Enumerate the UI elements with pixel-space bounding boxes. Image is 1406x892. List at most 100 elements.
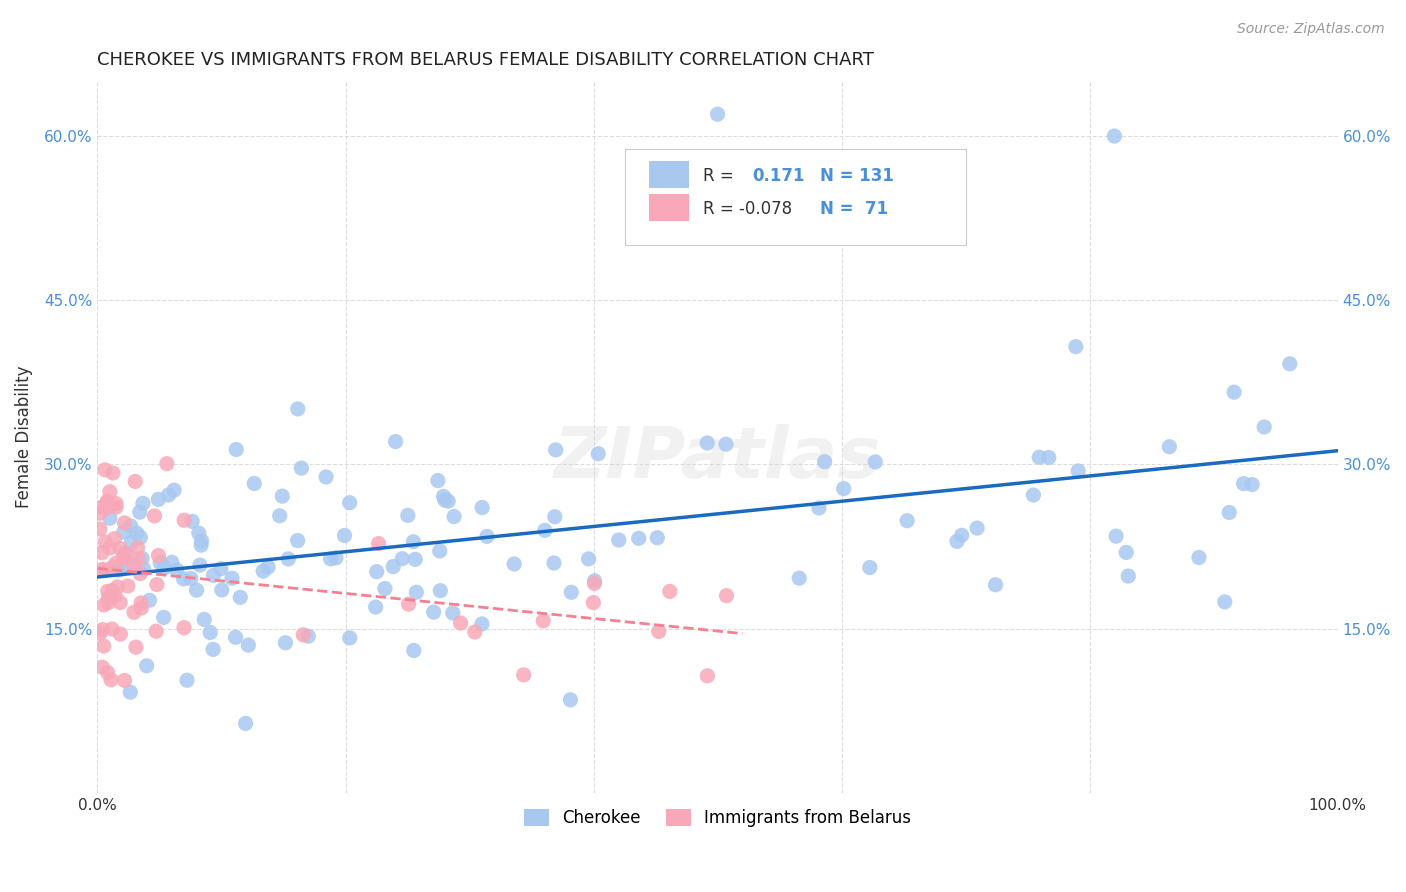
Point bbox=[429, 583, 451, 598]
Point bbox=[132, 562, 155, 576]
Point bbox=[127, 541, 149, 555]
Text: R =: R = bbox=[703, 167, 734, 185]
Point bbox=[200, 625, 222, 640]
Point bbox=[173, 513, 195, 527]
Point bbox=[229, 591, 252, 605]
Point bbox=[443, 509, 465, 524]
Point bbox=[287, 401, 309, 416]
Point bbox=[1115, 545, 1137, 559]
Point bbox=[202, 642, 225, 657]
Point bbox=[384, 434, 406, 449]
Point bbox=[1223, 385, 1246, 400]
Point bbox=[193, 612, 215, 626]
Point bbox=[865, 455, 887, 469]
Point bbox=[190, 533, 212, 548]
Point bbox=[173, 621, 195, 635]
Point bbox=[93, 598, 115, 612]
Point bbox=[100, 673, 122, 687]
Point bbox=[716, 589, 738, 603]
Point bbox=[1116, 569, 1139, 583]
Point bbox=[148, 492, 170, 507]
Point bbox=[107, 563, 129, 577]
Point bbox=[176, 673, 198, 688]
Point bbox=[115, 546, 138, 560]
Point bbox=[97, 584, 120, 599]
Point bbox=[859, 560, 882, 574]
Point bbox=[1241, 477, 1264, 491]
Point bbox=[90, 546, 112, 560]
Point bbox=[544, 509, 567, 524]
Point bbox=[422, 605, 444, 619]
Point bbox=[100, 590, 122, 604]
Point bbox=[221, 571, 243, 585]
Point bbox=[97, 665, 120, 680]
Point bbox=[578, 552, 600, 566]
Point bbox=[129, 531, 152, 545]
Point bbox=[243, 476, 266, 491]
Point bbox=[426, 474, 449, 488]
Point bbox=[648, 624, 671, 639]
Point bbox=[107, 580, 129, 594]
Point bbox=[512, 668, 534, 682]
Point bbox=[120, 685, 142, 699]
Point bbox=[471, 500, 494, 515]
Point bbox=[225, 630, 247, 644]
Point bbox=[364, 600, 387, 615]
Point bbox=[471, 616, 494, 631]
Point bbox=[1104, 129, 1126, 144]
Point bbox=[339, 631, 361, 645]
Point bbox=[1232, 476, 1254, 491]
Point bbox=[98, 591, 121, 605]
Point bbox=[105, 500, 128, 515]
Point bbox=[432, 489, 454, 503]
FancyBboxPatch shape bbox=[650, 161, 689, 188]
Point bbox=[145, 624, 167, 639]
Point bbox=[122, 606, 145, 620]
Point bbox=[96, 496, 118, 510]
Point bbox=[583, 576, 606, 591]
Point bbox=[1038, 450, 1060, 465]
Point bbox=[277, 552, 299, 566]
Point bbox=[209, 562, 232, 576]
Point bbox=[125, 526, 148, 541]
Point bbox=[152, 610, 174, 624]
Point bbox=[131, 551, 153, 566]
Point bbox=[156, 457, 179, 471]
Point bbox=[1213, 595, 1236, 609]
Point bbox=[402, 534, 425, 549]
Point bbox=[120, 519, 142, 533]
Point bbox=[437, 494, 460, 508]
Point bbox=[93, 639, 115, 653]
Point bbox=[274, 636, 297, 650]
Point bbox=[108, 595, 131, 609]
Point bbox=[367, 536, 389, 550]
FancyBboxPatch shape bbox=[624, 149, 966, 245]
Point bbox=[135, 658, 157, 673]
Point bbox=[1159, 440, 1181, 454]
Point bbox=[658, 584, 681, 599]
Point bbox=[157, 488, 180, 502]
Point bbox=[105, 497, 128, 511]
Point bbox=[503, 557, 526, 571]
Text: 0.171: 0.171 bbox=[752, 167, 804, 185]
Point bbox=[1028, 450, 1050, 465]
Point bbox=[398, 597, 420, 611]
FancyBboxPatch shape bbox=[650, 194, 689, 221]
Point bbox=[190, 538, 212, 552]
Point bbox=[583, 574, 606, 588]
Point bbox=[946, 534, 969, 549]
Point bbox=[146, 577, 169, 591]
Point bbox=[238, 638, 260, 652]
Point bbox=[433, 492, 456, 507]
Point bbox=[127, 551, 149, 566]
Point bbox=[450, 615, 472, 630]
Point bbox=[101, 560, 124, 574]
Y-axis label: Female Disability: Female Disability bbox=[15, 366, 32, 508]
Point bbox=[429, 544, 451, 558]
Text: Source: ZipAtlas.com: Source: ZipAtlas.com bbox=[1237, 22, 1385, 37]
Point bbox=[391, 551, 413, 566]
Point bbox=[117, 579, 139, 593]
Point bbox=[560, 585, 582, 599]
Point bbox=[181, 514, 204, 528]
Point bbox=[97, 591, 120, 605]
